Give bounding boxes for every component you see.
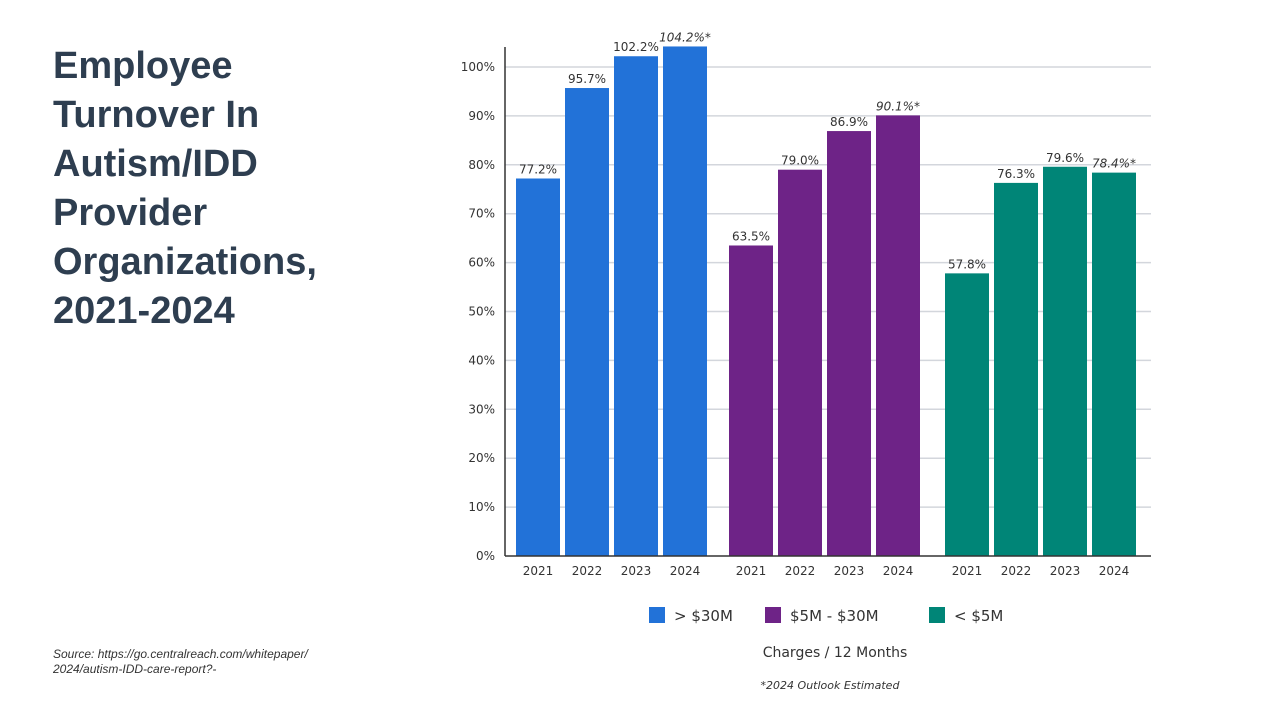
bar: [729, 245, 773, 557]
data-labels: 77.2% 95.7% 102.2%104.2%* 63.5% 79.0% 86.9% 90…: [519, 30, 1136, 271]
y-axis-ticks: 0% 10% 20% 30% 40% 50% 60% 70% 80% 90% 100%: [461, 60, 495, 563]
title-line: Turnover In: [53, 94, 260, 136]
x-axis-title: Charges / 12 Months: [763, 645, 908, 661]
title-line: Autism/IDD: [53, 143, 258, 185]
bars: [516, 46, 1136, 557]
data-label: 76.3%: [997, 167, 1035, 181]
slide-title: Employee Turnover In Autism/IDD Provider…: [53, 42, 413, 336]
y-tick-label: 70%: [468, 207, 495, 221]
y-tick-label: 0%: [476, 549, 495, 563]
bar: [1092, 172, 1136, 556]
data-label: 90.1%*: [876, 99, 920, 113]
data-label: 104.2%*: [659, 30, 711, 44]
y-tick-label: 20%: [468, 451, 495, 465]
y-tick-label: 90%: [468, 109, 495, 123]
x-category-label: 2024: [1099, 564, 1130, 578]
x-category-label: 2022: [1001, 564, 1032, 578]
legend: > $30M $5M - $30M < $5M: [649, 607, 1003, 625]
x-category-label: 2023: [834, 564, 865, 578]
legend-label: < $5M: [954, 607, 1003, 625]
bar: [516, 178, 560, 556]
bar: [565, 88, 609, 556]
legend-item: < $5M: [929, 607, 1003, 625]
data-label: 77.2%: [519, 162, 557, 176]
legend-label: $5M - $30M: [790, 607, 879, 625]
y-tick-label: 100%: [461, 60, 495, 74]
source-line: 2024/autism-IDD-care-report?-: [53, 662, 217, 676]
legend-swatch: [929, 607, 945, 623]
source-line: Source: https://go.centralreach.com/whit…: [53, 647, 308, 661]
bar: [994, 182, 1038, 556]
y-tick-label: 80%: [468, 158, 495, 172]
bar: [778, 169, 822, 556]
legend-label: > $30M: [674, 607, 733, 625]
legend-swatch: [649, 607, 665, 623]
y-tick-label: 60%: [468, 256, 495, 270]
title-line: Employee: [53, 45, 233, 87]
bar: [614, 56, 658, 556]
source-note: Source: https://go.centralreach.com/whit…: [53, 647, 308, 677]
data-label: 95.7%: [568, 72, 606, 86]
x-category-label: 2021: [736, 564, 767, 578]
x-category-label: 2022: [785, 564, 816, 578]
x-category-label: 2021: [952, 564, 983, 578]
y-tick-label: 10%: [468, 500, 495, 514]
title-line: 2021-2024: [53, 290, 235, 332]
title-line: Provider: [53, 192, 208, 234]
x-category-label: 2023: [621, 564, 652, 578]
data-label: 102.2%: [613, 40, 659, 54]
bar: [827, 131, 871, 556]
bar: [945, 273, 989, 556]
x-category-label: 2021: [523, 564, 554, 578]
legend-item: $5M - $30M: [765, 607, 879, 625]
x-category-label: 2022: [572, 564, 603, 578]
title-line: Organizations,: [53, 241, 317, 283]
data-label: 79.6%: [1046, 151, 1084, 165]
bar: [663, 46, 707, 556]
y-tick-label: 30%: [468, 402, 495, 416]
x-category-label: 2024: [883, 564, 914, 578]
bar: [876, 115, 920, 556]
data-label: 86.9%: [830, 115, 868, 129]
x-category-label: 2023: [1050, 564, 1081, 578]
legend-item: > $30M: [649, 607, 733, 625]
bar: [1043, 166, 1087, 557]
x-axis-categories: 2021 2022 2023 2024 2021 2022 2023 2024 2021 2022…: [523, 564, 1130, 578]
data-label: 78.4%*: [1092, 157, 1136, 171]
data-label: 63.5%: [732, 229, 770, 243]
legend-swatch: [765, 607, 781, 623]
footnote: *2024 Outlook Estimated: [761, 679, 901, 692]
y-tick-label: 40%: [468, 353, 495, 367]
data-label: 57.8%: [948, 257, 986, 271]
y-tick-label: 50%: [468, 305, 495, 319]
data-label: 79.0%: [781, 154, 819, 168]
x-category-label: 2024: [670, 564, 701, 578]
